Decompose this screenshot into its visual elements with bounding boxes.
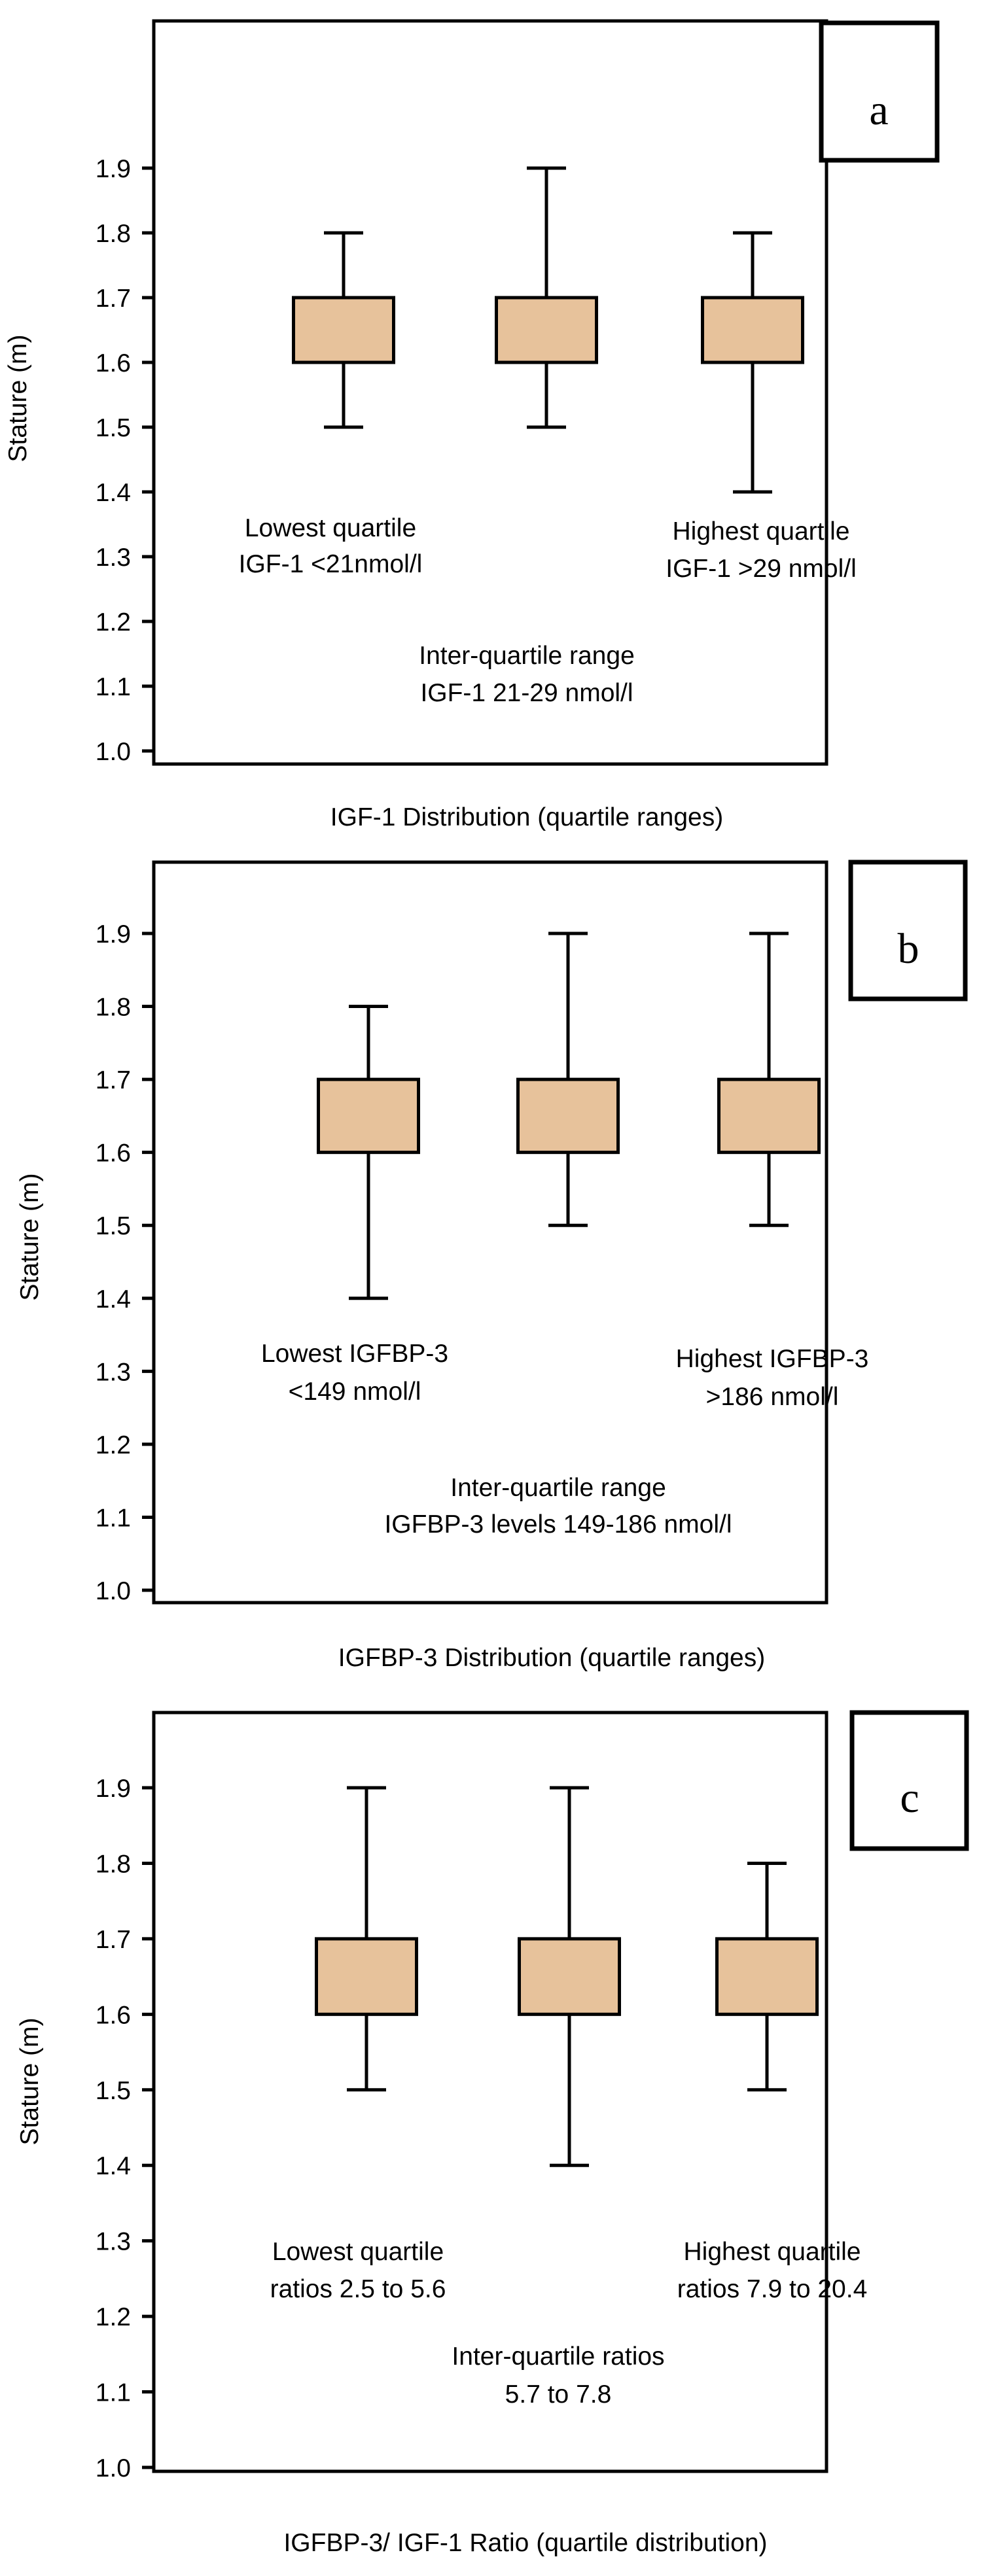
y-tick-label: 1.2: [96, 608, 131, 636]
x-axis-title: IGF-1 Distribution (quartile ranges): [330, 803, 723, 831]
annotation-text: Highest quartile: [673, 517, 850, 546]
y-tick-label: 1.4: [96, 2152, 131, 2180]
y-tick-label: 1.3: [96, 2228, 131, 2256]
annotation-text: Inter-quartile ratios: [452, 2342, 664, 2371]
annotation-text: Lowest quartile: [245, 514, 416, 542]
y-tick-label: 1.3: [96, 544, 131, 572]
iqr-box: [518, 1937, 621, 2016]
annotation-text: Lowest quartile: [272, 2238, 444, 2266]
y-tick-label: 1.1: [96, 2379, 131, 2407]
panel-c: 1.0 1.1 1.2 1.3 1.4 1.5 1.6 1.7 1.8 1.9 Stature (m…: [16, 1710, 969, 2557]
panel-label-box: [848, 860, 968, 1001]
y-tick-label: 1.8: [96, 1850, 131, 1878]
iqr-box: [292, 296, 395, 364]
y-tick-label: 1.3: [96, 1358, 131, 1386]
y-tick-label: 1.2: [96, 2303, 131, 2331]
y-tick-label: 1.1: [96, 673, 131, 701]
y-tick-label: 1.5: [96, 414, 131, 442]
y-tick-label: 1.1: [96, 1504, 131, 1532]
y-tick-label: 1.0: [96, 2454, 131, 2482]
y-tick-label: 1.9: [96, 920, 131, 949]
annotation-text: Inter-quartile range: [419, 642, 635, 670]
y-tick-label: 1.0: [96, 738, 131, 766]
plot-frame: [152, 1711, 828, 2473]
annotation-text: IGF-1 21-29 nmol/l: [420, 679, 633, 707]
y-tick-label: 1.7: [96, 1066, 131, 1094]
y-tick-label: 1.9: [96, 155, 131, 183]
y-tick-label: 1.6: [96, 2001, 131, 2029]
panel-label: c: [900, 1774, 919, 1822]
box-plot-2: [495, 166, 598, 429]
y-tick-label: 1.4: [96, 1285, 131, 1314]
box-plot-1: [317, 1005, 420, 1300]
panel-label: a: [869, 86, 888, 134]
annotation-text: Lowest IGFBP-3: [261, 1340, 448, 1368]
y-axis-title: Stature (m): [16, 2017, 44, 2145]
annotation-text: >186 nmol/l: [706, 1383, 839, 1411]
box-plot-2: [518, 1786, 621, 2167]
annotation-text: <149 nmol/l: [289, 1378, 421, 1406]
annotation-text: ratios 7.9 to 20.4: [677, 2275, 868, 2303]
panel-label-box: [849, 1710, 969, 1851]
box-plot-2: [516, 931, 620, 1227]
box-plot-1: [315, 1786, 418, 2092]
y-tick-label: 1.6: [96, 349, 131, 377]
annotation-text: 5.7 to 7.8: [505, 2380, 612, 2409]
iqr-box: [516, 1077, 620, 1155]
y-tick-label: 1.0: [96, 1577, 131, 1605]
plot-frame: [152, 860, 828, 1605]
y-tick-label: 1.6: [96, 1140, 131, 1168]
y-tick-label: 1.8: [96, 994, 131, 1022]
iqr-box: [495, 296, 598, 364]
box-plot-3: [701, 231, 804, 494]
annotation-text: Highest IGFBP-3: [676, 1345, 869, 1373]
annotation-text: Inter-quartile range: [450, 1474, 666, 1502]
box-plot-3: [717, 931, 821, 1227]
plot-frame: [152, 19, 828, 766]
y-tick-label: 1.5: [96, 1212, 131, 1240]
box-plot-1: [292, 231, 395, 429]
y-tick-label: 1.7: [96, 1926, 131, 1954]
x-axis-title: IGFBP-3 Distribution (quartile ranges): [338, 1644, 765, 1672]
annotation-text: IGF-1 >29 nmol/l: [666, 555, 857, 583]
annotation-text: IGFBP-3 levels 149-186 nmol/l: [384, 1510, 732, 1539]
iqr-box: [701, 296, 804, 364]
panel-label-box: [819, 20, 940, 163]
panel-b: 1.0 1.1 1.2 1.3 1.4 1.5 1.6 1.7 1.8 1.9 Stature (m…: [16, 860, 968, 1672]
panel-label: b: [898, 925, 919, 973]
y-tick-label: 1.8: [96, 220, 131, 248]
box-plot-3: [715, 1861, 819, 2092]
y-axis-title: Stature (m): [16, 1173, 44, 1300]
iqr-box: [715, 1937, 819, 2016]
y-tick-label: 1.5: [96, 2077, 131, 2105]
iqr-box: [315, 1937, 418, 2016]
annotation-text: IGF-1 <21nmol/l: [239, 550, 423, 578]
x-axis-title: IGFBP-3/ IGF-1 Ratio (quartile distribut…: [283, 2529, 767, 2557]
y-tick-label: 1.2: [96, 1431, 131, 1459]
annotation-text: Highest quartile: [684, 2238, 861, 2266]
y-tick-label: 1.9: [96, 1775, 131, 1803]
panel-a: 1.0 1.1 1.2 1.3 1.4 1.5 1.6 1.7 1.8 1.9 Stature (m…: [4, 19, 940, 831]
y-tick-label: 1.7: [96, 285, 131, 313]
iqr-box: [717, 1077, 821, 1155]
annotation-text: ratios 2.5 to 5.6: [270, 2275, 446, 2303]
iqr-box: [317, 1077, 420, 1155]
y-tick-label: 1.4: [96, 479, 131, 507]
y-axis-title: Stature (m): [4, 334, 32, 462]
